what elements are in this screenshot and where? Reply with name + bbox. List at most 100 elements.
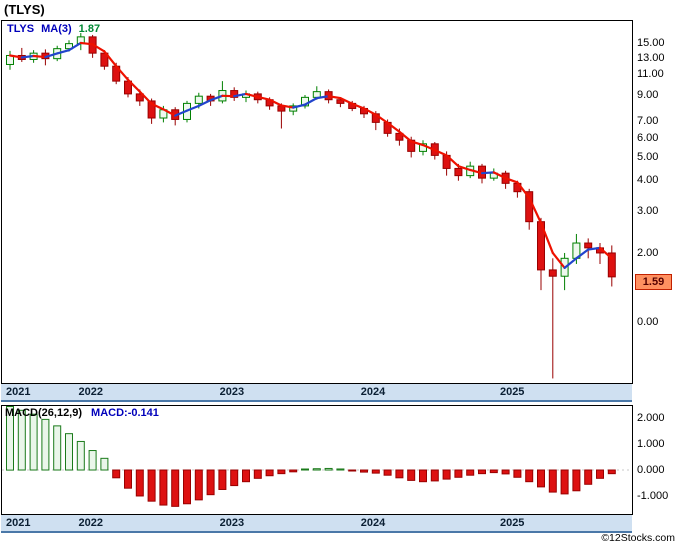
ma-line-segment bbox=[386, 121, 401, 133]
year-label: 2025 bbox=[499, 386, 525, 398]
page-title: (TLYS) bbox=[4, 2, 45, 17]
ma-line-segment bbox=[162, 108, 177, 117]
price-axis: 15.00 13.00 11.00 9.00 7.00 6.00 5.00 4.00 3.00 2… bbox=[637, 20, 679, 384]
macd-bar bbox=[548, 469, 557, 493]
ma-line-segment bbox=[469, 168, 484, 175]
candle-body bbox=[454, 167, 463, 177]
macd-bar bbox=[171, 469, 180, 507]
macd-bar bbox=[301, 468, 309, 471]
price-axis-tick: 9.00 bbox=[637, 88, 659, 101]
ma-line-segment bbox=[587, 246, 602, 251]
macd-bar bbox=[65, 433, 73, 471]
macd-bar bbox=[76, 440, 85, 471]
macd-bar bbox=[147, 469, 156, 502]
price-legend: TLYS MA(3) 1.87 bbox=[7, 23, 100, 35]
macd-bar bbox=[324, 467, 333, 471]
ma-line-segment bbox=[244, 92, 259, 99]
ma-line-segment bbox=[20, 54, 35, 59]
macd-axis-tick: 2.000 bbox=[637, 411, 665, 424]
price-axis-tick: 11.00 bbox=[637, 67, 664, 80]
x-axis-band-macd: 2021 2022 2023 2024 2025 bbox=[1, 515, 632, 533]
ma-line-segment bbox=[103, 50, 118, 68]
year-label: 2023 bbox=[219, 386, 245, 398]
ma-line-segment bbox=[91, 43, 106, 53]
ma-line-segment bbox=[351, 102, 366, 110]
ma-line-segment bbox=[303, 97, 318, 106]
year-label: 2024 bbox=[360, 386, 386, 398]
ma-line-segment bbox=[79, 41, 94, 46]
last-price-tag: 1.59 bbox=[635, 274, 672, 291]
macd-bar bbox=[442, 469, 451, 480]
year-label: 2022 bbox=[78, 386, 103, 398]
macd-bar bbox=[135, 469, 144, 497]
ma-line-segment bbox=[563, 257, 578, 269]
macd-bar bbox=[537, 469, 545, 488]
candle-body bbox=[100, 52, 109, 67]
ma-line-segment bbox=[185, 104, 200, 112]
ma-line-segment bbox=[445, 154, 460, 168]
ma-line-segment bbox=[528, 196, 543, 225]
price-axis-tick: 0.00 bbox=[637, 316, 659, 329]
ma-line-segment bbox=[398, 130, 413, 143]
ma-line-segment bbox=[539, 221, 554, 255]
candle-body bbox=[548, 269, 557, 277]
year-label: 2022 bbox=[78, 517, 103, 529]
macd-bar bbox=[513, 469, 522, 478]
candle-body bbox=[336, 99, 345, 104]
macd-bar bbox=[100, 457, 109, 471]
ma-line-segment bbox=[598, 246, 613, 260]
price-axis-tick: 3.00 bbox=[637, 205, 659, 218]
ma-line-segment bbox=[138, 90, 153, 105]
year-label: 2021 bbox=[6, 517, 31, 529]
ma-line-segment bbox=[56, 49, 71, 55]
legend-ma-value: 1.87 bbox=[78, 23, 101, 35]
macd-bar bbox=[112, 469, 121, 479]
candle-body bbox=[584, 242, 593, 249]
macd-bar bbox=[6, 406, 14, 471]
candle-body bbox=[395, 132, 404, 141]
price-chart bbox=[1, 20, 633, 384]
macd-bar bbox=[277, 469, 286, 475]
macd-bar bbox=[336, 468, 345, 471]
candle-body bbox=[194, 95, 203, 104]
ma-line-segment bbox=[126, 78, 141, 93]
macd-bar bbox=[253, 469, 262, 479]
ma-line-segment bbox=[292, 103, 307, 109]
year-label: 2023 bbox=[219, 517, 245, 529]
price-axis-tick: 2.00 bbox=[637, 246, 659, 259]
macd-header: MACD(26,12,9) MACD:-0.141 bbox=[5, 407, 159, 419]
copyright: ©12Stocks.com bbox=[601, 532, 675, 544]
macd-bar bbox=[194, 469, 203, 501]
macd-bar bbox=[371, 469, 380, 474]
ma-line-segment bbox=[374, 113, 389, 124]
macd-bar bbox=[489, 469, 498, 474]
legend-symbol: TLYS bbox=[7, 23, 35, 35]
macd-bar bbox=[395, 469, 404, 479]
macd-bar bbox=[183, 469, 191, 505]
ma-line-segment bbox=[516, 181, 531, 199]
macd-bar bbox=[584, 469, 593, 485]
macd-bar bbox=[265, 469, 274, 477]
macd-bar bbox=[289, 469, 298, 473]
ma-line-segment bbox=[209, 94, 224, 102]
ma-line-segment bbox=[362, 107, 377, 116]
ma-line-segment bbox=[410, 140, 425, 147]
macd-bar bbox=[348, 469, 357, 472]
ma-line-segment bbox=[67, 41, 82, 52]
macd-chart bbox=[1, 405, 633, 515]
macd-bar bbox=[525, 469, 534, 483]
price-axis-tick: 5.00 bbox=[637, 150, 659, 163]
macd-bar bbox=[419, 469, 427, 483]
price-plot-border bbox=[1, 20, 633, 384]
price-axis-tick: 7.00 bbox=[637, 114, 659, 127]
ma-line-segment bbox=[280, 104, 295, 109]
price-axis-tick: 15.00 bbox=[637, 36, 665, 49]
macd-bar bbox=[407, 469, 416, 481]
candle-body bbox=[135, 93, 144, 102]
ma-line-segment bbox=[421, 143, 436, 152]
candle-body bbox=[65, 43, 73, 50]
ma-line-segment bbox=[339, 97, 354, 105]
year-label: 2025 bbox=[499, 517, 525, 529]
ma-line-segment bbox=[457, 165, 472, 172]
